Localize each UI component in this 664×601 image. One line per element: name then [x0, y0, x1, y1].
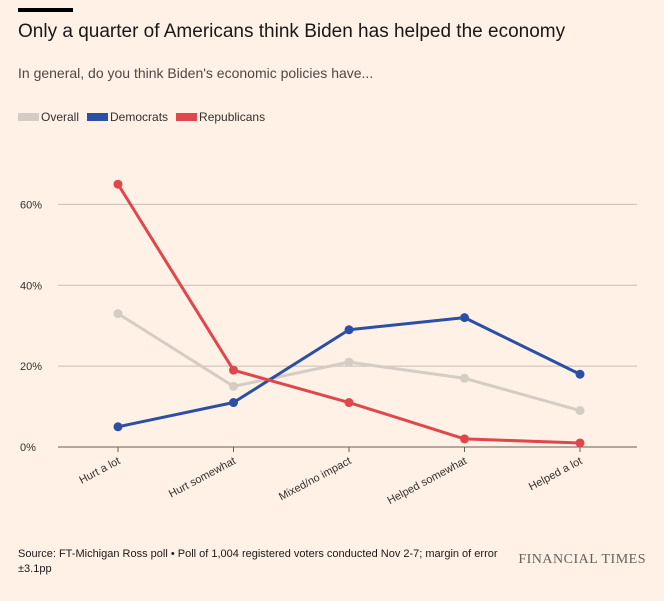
legend-label-overall: Overall — [41, 110, 80, 124]
chart-subtitle: In general, do you think Biden's economi… — [18, 65, 374, 81]
data-point-overall-0 — [113, 309, 123, 319]
data-point-overall-4 — [575, 406, 585, 416]
chart-title: Only a quarter of Americans think Biden … — [18, 21, 566, 42]
data-point-republicans-1 — [229, 365, 238, 375]
y-tick-label-60: 60% — [20, 199, 42, 211]
ft-logo: FINANCIAL TIMES — [518, 552, 646, 567]
data-point-overall-2 — [344, 357, 354, 367]
x-tick-label-2: Mixed/no impact — [277, 455, 353, 503]
data-point-republicans-2 — [344, 398, 354, 408]
legend-item-democrats: Democrats — [87, 110, 168, 124]
legend: Overall Democrats Republicans — [18, 110, 273, 124]
data-point-republicans-3 — [460, 434, 469, 444]
brand-accent-bar — [18, 8, 73, 12]
legend-swatch-republicans — [176, 113, 198, 121]
data-point-democrats-3 — [460, 313, 469, 323]
y-tick-label-40: 40% — [20, 280, 42, 292]
data-point-republicans-0 — [113, 179, 123, 189]
legend-swatch-democrats — [87, 113, 109, 121]
legend-label-republicans: Republicans — [199, 110, 266, 124]
source-note: Source: FT-Michigan Ross poll • Poll of … — [18, 548, 498, 575]
y-tick-label-20: 20% — [20, 361, 42, 373]
x-tick-label-4: Helped a lot — [527, 455, 584, 493]
data-point-overall-1 — [229, 381, 238, 391]
legend-item-overall: Overall — [18, 110, 79, 124]
data-point-democrats-0 — [113, 422, 123, 432]
data-point-democrats-1 — [229, 398, 238, 408]
data-point-republicans-4 — [575, 438, 585, 448]
legend-swatch-overall — [18, 113, 39, 121]
legend-label-democrats: Democrats — [110, 110, 169, 124]
x-tick-label-0: Hurt a lot — [77, 455, 122, 487]
x-tick-label-3: Helped somewhat — [386, 455, 469, 507]
x-tick-label-1: Hurt somewhat — [167, 455, 238, 500]
y-tick-label-0: 0% — [20, 442, 36, 454]
line-chart: 0% 20% 40% 60% Hurt a lot Hurt somewhat Mixed/… — [20, 179, 637, 507]
data-point-democrats-2 — [344, 325, 354, 335]
data-point-overall-3 — [460, 373, 469, 383]
data-point-democrats-4 — [575, 369, 585, 379]
legend-item-republicans: Republicans — [176, 110, 265, 124]
